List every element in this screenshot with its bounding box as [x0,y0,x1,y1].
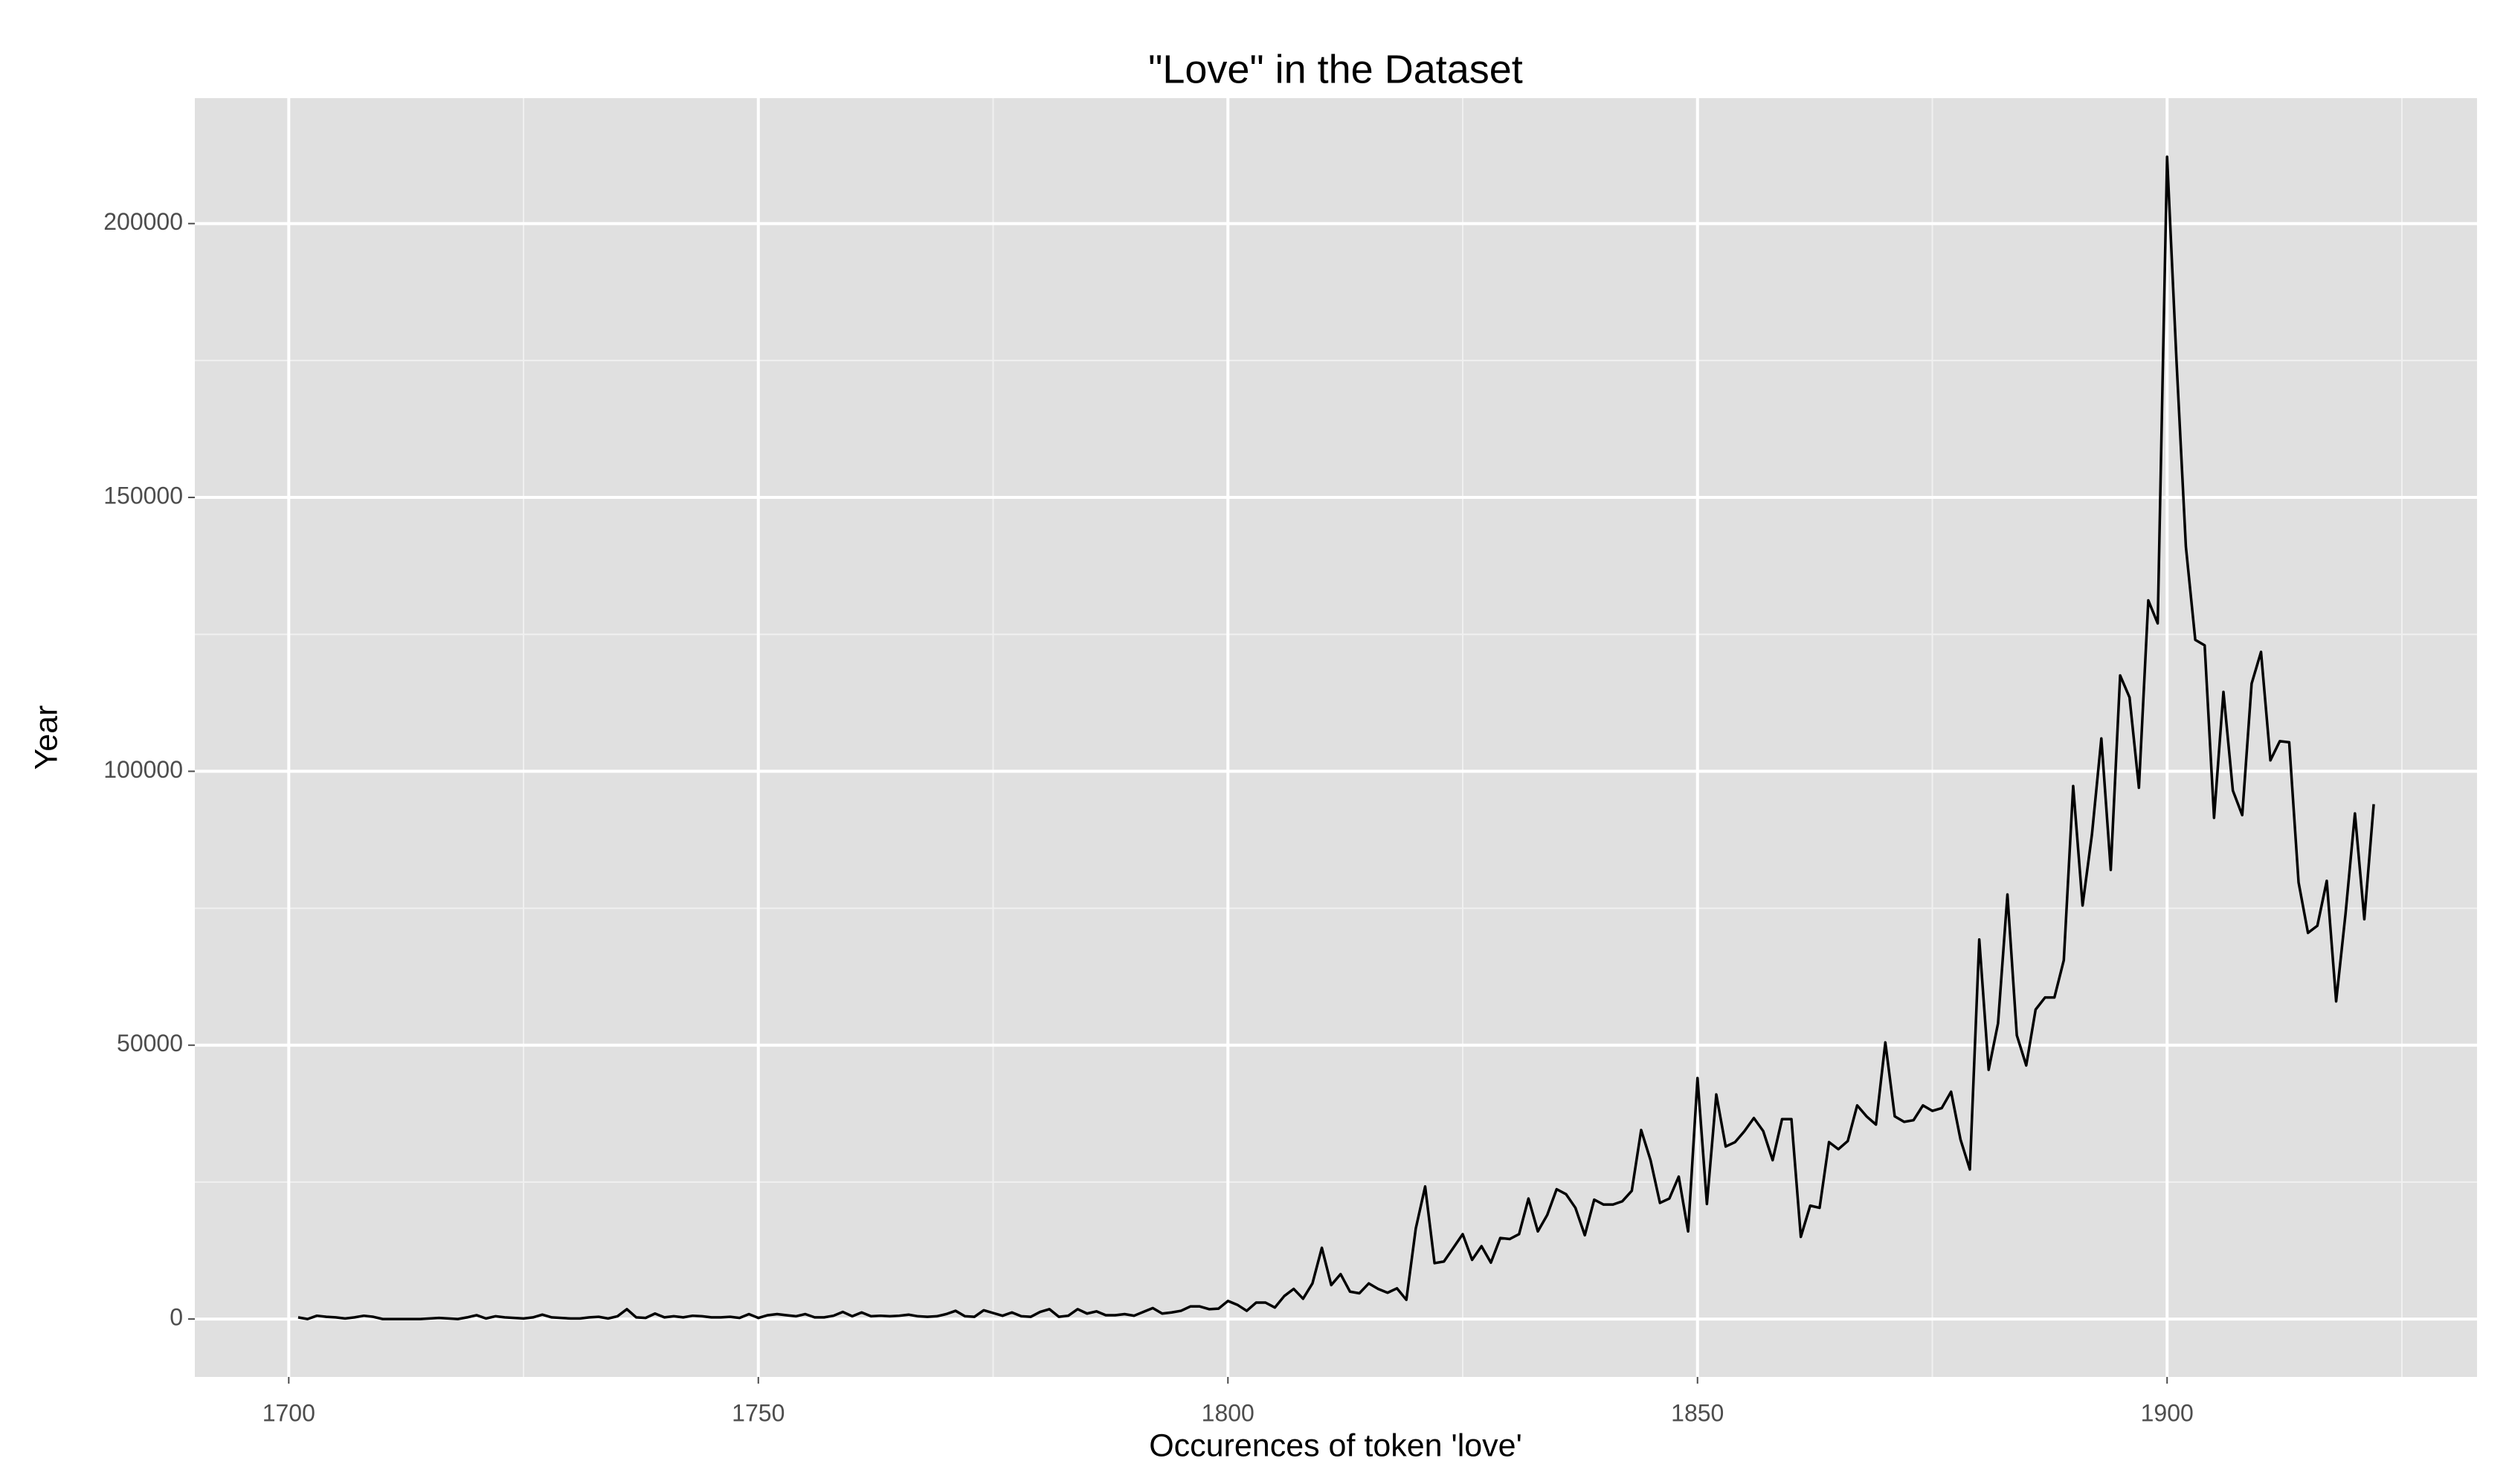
x-tick-label: 1850 [1671,1399,1724,1426]
y-tick-label: 100000 [103,756,183,783]
line [297,155,2375,1320]
x-tick-label: 1750 [732,1399,785,1426]
chart-title: "Love" in the Dataset [1148,47,1523,91]
y-tick-label: 0 [170,1304,183,1331]
x-axis-title: Occurences of token 'love' [1149,1427,1522,1463]
x-tick-label: 1800 [1202,1399,1254,1426]
y-axis-title: Year [28,706,64,770]
y-tick-label: 200000 [103,208,183,235]
x-tick-label: 1900 [2141,1399,2194,1426]
y-tick-label: 50000 [117,1030,183,1056]
plot-background [195,98,2477,1377]
y-tick-label: 150000 [103,483,183,509]
x-tick-label: 1700 [263,1399,315,1426]
